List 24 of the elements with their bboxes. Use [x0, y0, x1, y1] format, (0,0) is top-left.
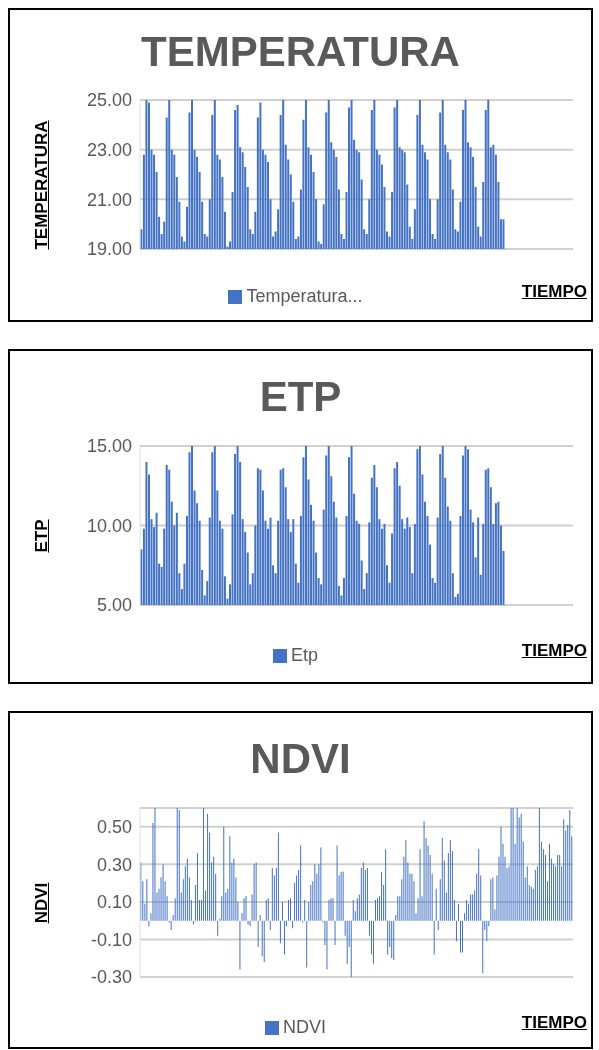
y-tick-label: 25.00	[86, 90, 132, 111]
y-tick-label: 15.00	[86, 436, 132, 457]
y-tick-label: 5.00	[96, 595, 132, 616]
chart-title: ETP	[258, 373, 343, 421]
y-tick-label: -0.10	[90, 929, 132, 950]
y-tick-label: 21.00	[86, 189, 132, 210]
y-tick-label: 19.00	[86, 239, 132, 260]
legend-label: Etp	[290, 645, 319, 665]
y-tick-label: 0.50	[96, 817, 132, 838]
y-axis-title: NDVI	[32, 882, 52, 924]
y-axis-title: TEMPERATURA	[32, 120, 52, 250]
y-tick-label: 10.00	[86, 515, 132, 536]
legend-label: NDVI	[282, 1017, 326, 1037]
x-axis-title: TIEMPO	[521, 1013, 587, 1033]
y-tick-label: 23.00	[86, 140, 132, 161]
y-tick-label: -0.30	[90, 967, 132, 988]
y-tick-label: 0.30	[96, 854, 132, 875]
chart-title: NDVI	[249, 735, 352, 783]
y-tick-label: 0.10	[96, 892, 132, 913]
x-axis-title: TIEMPO	[521, 641, 587, 661]
y-axis-title: ETP	[32, 519, 52, 553]
legend-label: Temperatura...	[246, 286, 363, 306]
chart-title: TEMPERATURA	[140, 28, 461, 76]
x-axis-title: TIEMPO	[521, 282, 587, 302]
